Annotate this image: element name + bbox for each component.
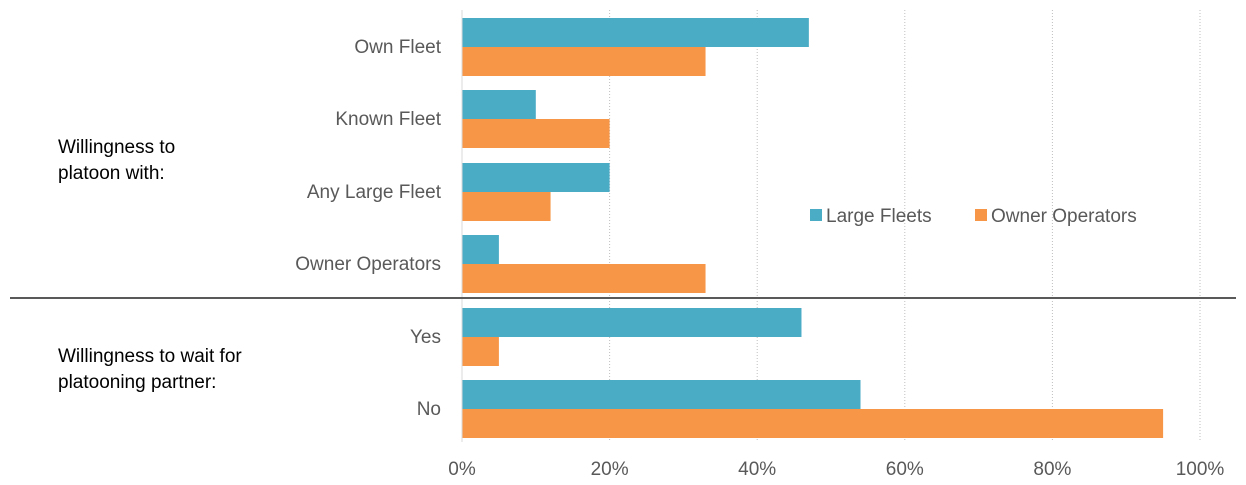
bar-owner-operators-no [462,409,1164,438]
bar-owner-operators-yes [462,337,499,366]
bar-large-fleets-own-fleet [462,18,809,47]
x-tick-label: 20% [591,459,629,480]
bar-large-fleets-no [462,380,861,409]
legend-swatch [810,209,822,221]
legend: Large Fleets Owner Operators [810,206,1137,227]
category-label: Owner Operators [295,254,441,275]
bar-large-fleets-any-large-fleet [462,163,610,192]
bar-large-fleets-yes [462,308,802,337]
group-label-wait-for-partner: Willingness to wait for platooning partn… [58,346,242,393]
bar-owner-operators-known-fleet [462,119,610,148]
bar-owner-operators-owner-operators [462,264,706,293]
legend-swatch [975,209,987,221]
category-label: No [417,399,441,420]
x-tick-label: 60% [886,459,924,480]
bars-layer [462,18,1164,438]
category-label: Known Fleet [335,109,441,130]
x-tick-labels: 0% 20% 40% 60% 80% 100% [448,459,1224,480]
category-label: Yes [410,327,441,348]
category-label: Own Fleet [354,37,441,58]
x-tick-label: 80% [1033,459,1071,480]
gridlines [609,10,1201,442]
x-tick-label: 40% [738,459,776,480]
x-tick-label: 0% [448,459,476,480]
category-label: Any Large Fleet [307,182,442,203]
bar-large-fleets-owner-operators [462,235,499,264]
legend-label: Large Fleets [826,206,932,227]
bar-owner-operators-own-fleet [462,47,706,76]
bar-owner-operators-any-large-fleet [462,192,551,221]
group-label-platoon-with: Willingness to platoon with: [58,137,176,184]
category-labels: Own Fleet Known Fleet Any Large Fleet Owner… [295,37,441,420]
x-tick-label: 100% [1176,459,1225,480]
bar-large-fleets-known-fleet [462,90,536,119]
legend-label: Owner Operators [991,206,1137,227]
